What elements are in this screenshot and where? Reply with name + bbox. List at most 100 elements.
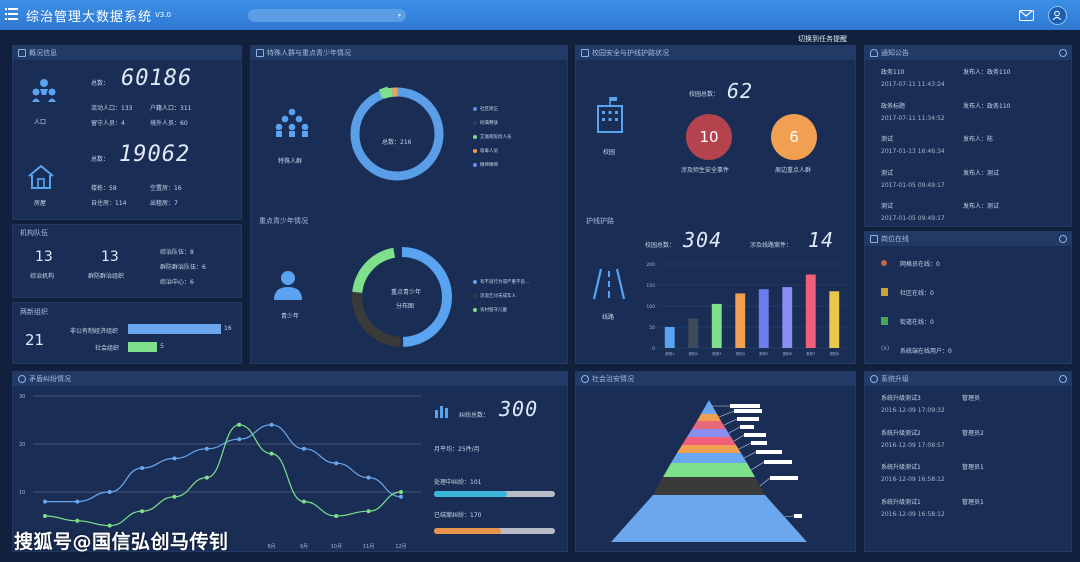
org-stat: 综治中心：6 (160, 279, 194, 286)
org-team-panel: 机构队伍 13 综治机构 13 群防群治组织 综治队伍：8 群防群治队伍：6 综… (12, 224, 242, 298)
panel-title: 矛盾纠纷情况 (29, 375, 71, 383)
x-tick-label: 类别7 (806, 351, 815, 356)
y-tick-label: 200 (646, 262, 655, 268)
data-point (237, 437, 242, 442)
x-tick-label: 9月 (300, 544, 308, 550)
bar-value: 16 (224, 325, 232, 332)
data-point (301, 446, 306, 451)
road-case-total: 14 (808, 228, 835, 252)
special-people-panel: 特殊人群与重点青少年情况 特殊人群 总数：216 社区矫正 刑满释放 艾滋病危险… (250, 45, 568, 364)
special-donut-chart (350, 86, 444, 181)
notices-header: 通知公告 (865, 46, 1071, 60)
special-people-header: 特殊人群与重点青少年情况 (251, 46, 567, 60)
processing-progress (434, 491, 555, 497)
social-header: 社会治安情况 (576, 372, 855, 386)
youth-subtitle: 重点青少年情况 (259, 217, 308, 225)
search-dropdown[interactable]: ▾ (248, 9, 406, 22)
upgrade-user: 管理员1 (962, 464, 984, 471)
notice-title[interactable]: 测试 (881, 203, 894, 210)
notice-title[interactable]: 政务110 (881, 69, 905, 76)
panel-title: 校园安全与护线护路状况 (592, 49, 669, 57)
online-item: 系统端在线用户：0 (900, 348, 952, 355)
dispute-total-label: 纠纷总数： (459, 412, 490, 419)
road-campus-label: 校园总数： (645, 242, 676, 249)
gear-icon[interactable] (1059, 49, 1067, 57)
youth-donut-chart (352, 247, 452, 347)
bar (735, 293, 746, 348)
y-tick-label: 100 (646, 304, 655, 310)
notice-title[interactable]: 政务标题 (881, 102, 906, 110)
org-a-value: 13 (35, 249, 53, 265)
dispute-total: 300 (499, 397, 539, 421)
youth-label: 青少年 (281, 313, 300, 320)
legend-item: 艾滋病危险人员 (473, 134, 512, 140)
notice-title[interactable]: 测试 (881, 136, 894, 143)
online-panel: 岗位在线 网格员在线：0 社区在线：0 街道在线：0 (x) 系统端在线用户：0 (864, 231, 1072, 364)
safety-event-circle: 10 (686, 114, 732, 160)
series-line (44, 424, 402, 527)
y-tick-label: 20 (19, 442, 25, 448)
switch-to-task-link[interactable]: 切换到任务提醒 (798, 35, 847, 43)
youth-donut-center: 分布图 (396, 303, 415, 310)
processing-label: 处理中纠纷：101 (434, 479, 482, 486)
menu-icon[interactable] (5, 8, 18, 20)
campus-label: 校园 (603, 149, 616, 156)
panel-title: 两新组织 (20, 308, 48, 316)
mail-icon[interactable] (1019, 10, 1034, 21)
data-point (204, 446, 209, 451)
house-icon (28, 164, 54, 189)
two-new-total: 21 (25, 331, 45, 349)
y-tick-label: 150 (646, 283, 655, 289)
bar (711, 303, 722, 348)
user-avatar-icon[interactable] (1048, 6, 1067, 25)
data-point (107, 490, 112, 494)
notice-title[interactable]: 测试 (881, 169, 894, 177)
upgrade-title[interactable]: 系统升级测试3 (881, 395, 921, 402)
notice-date: 2017-01-05 09:49:17 (881, 181, 945, 189)
online-item: 街道在线：0 (900, 319, 934, 326)
upgrade-title[interactable]: 系统升级测试2 (881, 429, 921, 437)
legend-item: 社区矫正 (473, 106, 498, 112)
upgrade-panel: 系统升级 系统升级测试3 管理员 2016-12-09 17:09:32 系统升级测试… (864, 371, 1072, 552)
campus-total: 62 (727, 79, 754, 103)
notice-publisher: 发布人：测试 (963, 203, 1000, 210)
street-icon (881, 317, 888, 325)
clipboard-icon (256, 49, 264, 57)
data-point (172, 456, 177, 461)
overview-header: 概况信息 (13, 46, 241, 60)
special-donut-center: 总数：216 (382, 139, 412, 146)
notice-publisher: 发布人：政务110 (963, 102, 1011, 110)
bar-fill (128, 324, 221, 334)
dispute-avg: 月平均：25件/月 (434, 446, 480, 453)
data-point (366, 509, 371, 514)
panel-title: 概况信息 (29, 49, 57, 57)
bar-value: 5 (160, 343, 164, 350)
bell-icon (870, 49, 878, 57)
bar (829, 291, 840, 348)
key-people-label: 周边重点人群 (775, 167, 812, 174)
panel-title: 特殊人群与重点青少年情况 (267, 49, 351, 57)
upgrade-title[interactable]: 系统升级测试1 (881, 498, 921, 506)
housing-stat: 出租房：7 (150, 200, 178, 207)
legend-item: 刑满释放 (473, 120, 498, 126)
dispute-line-chart: 30 20 10 8月 9月 10月 11月 12月 (19, 394, 421, 550)
road-case-label: 涉及线路案件： (750, 242, 793, 249)
y-tick-label: 10 (19, 490, 25, 496)
data-point (269, 451, 274, 456)
upgrade-date: 2016-12-09 17:08:57 (881, 441, 945, 449)
bar (688, 318, 699, 348)
top-bar: 综治管理大数据系统 V3.0 ▾ (0, 0, 1080, 30)
legend-item: 精神障碍 (473, 162, 498, 168)
social-security-panel: 社会治安情况 (575, 371, 856, 552)
upgrade-title[interactable]: 系统升级测试1 (881, 464, 921, 471)
overview-panel: 概况信息 人口 总数： 60186 流动人口：133 户籍人口：311 留守人员… (12, 45, 242, 220)
gear-icon[interactable] (1059, 235, 1067, 243)
gear-icon[interactable] (1059, 375, 1067, 383)
notice-date: 2017-07-11 11:34:52 (881, 114, 945, 122)
x-tick-label: 8月 (267, 544, 275, 550)
housing-total: 19062 (119, 142, 191, 167)
x-tick-label: 11月 (363, 544, 374, 550)
data-point (43, 514, 47, 518)
legend-item: 农村留守儿童 (473, 307, 507, 313)
bar-label: 非公有制经济组织 (70, 328, 119, 335)
